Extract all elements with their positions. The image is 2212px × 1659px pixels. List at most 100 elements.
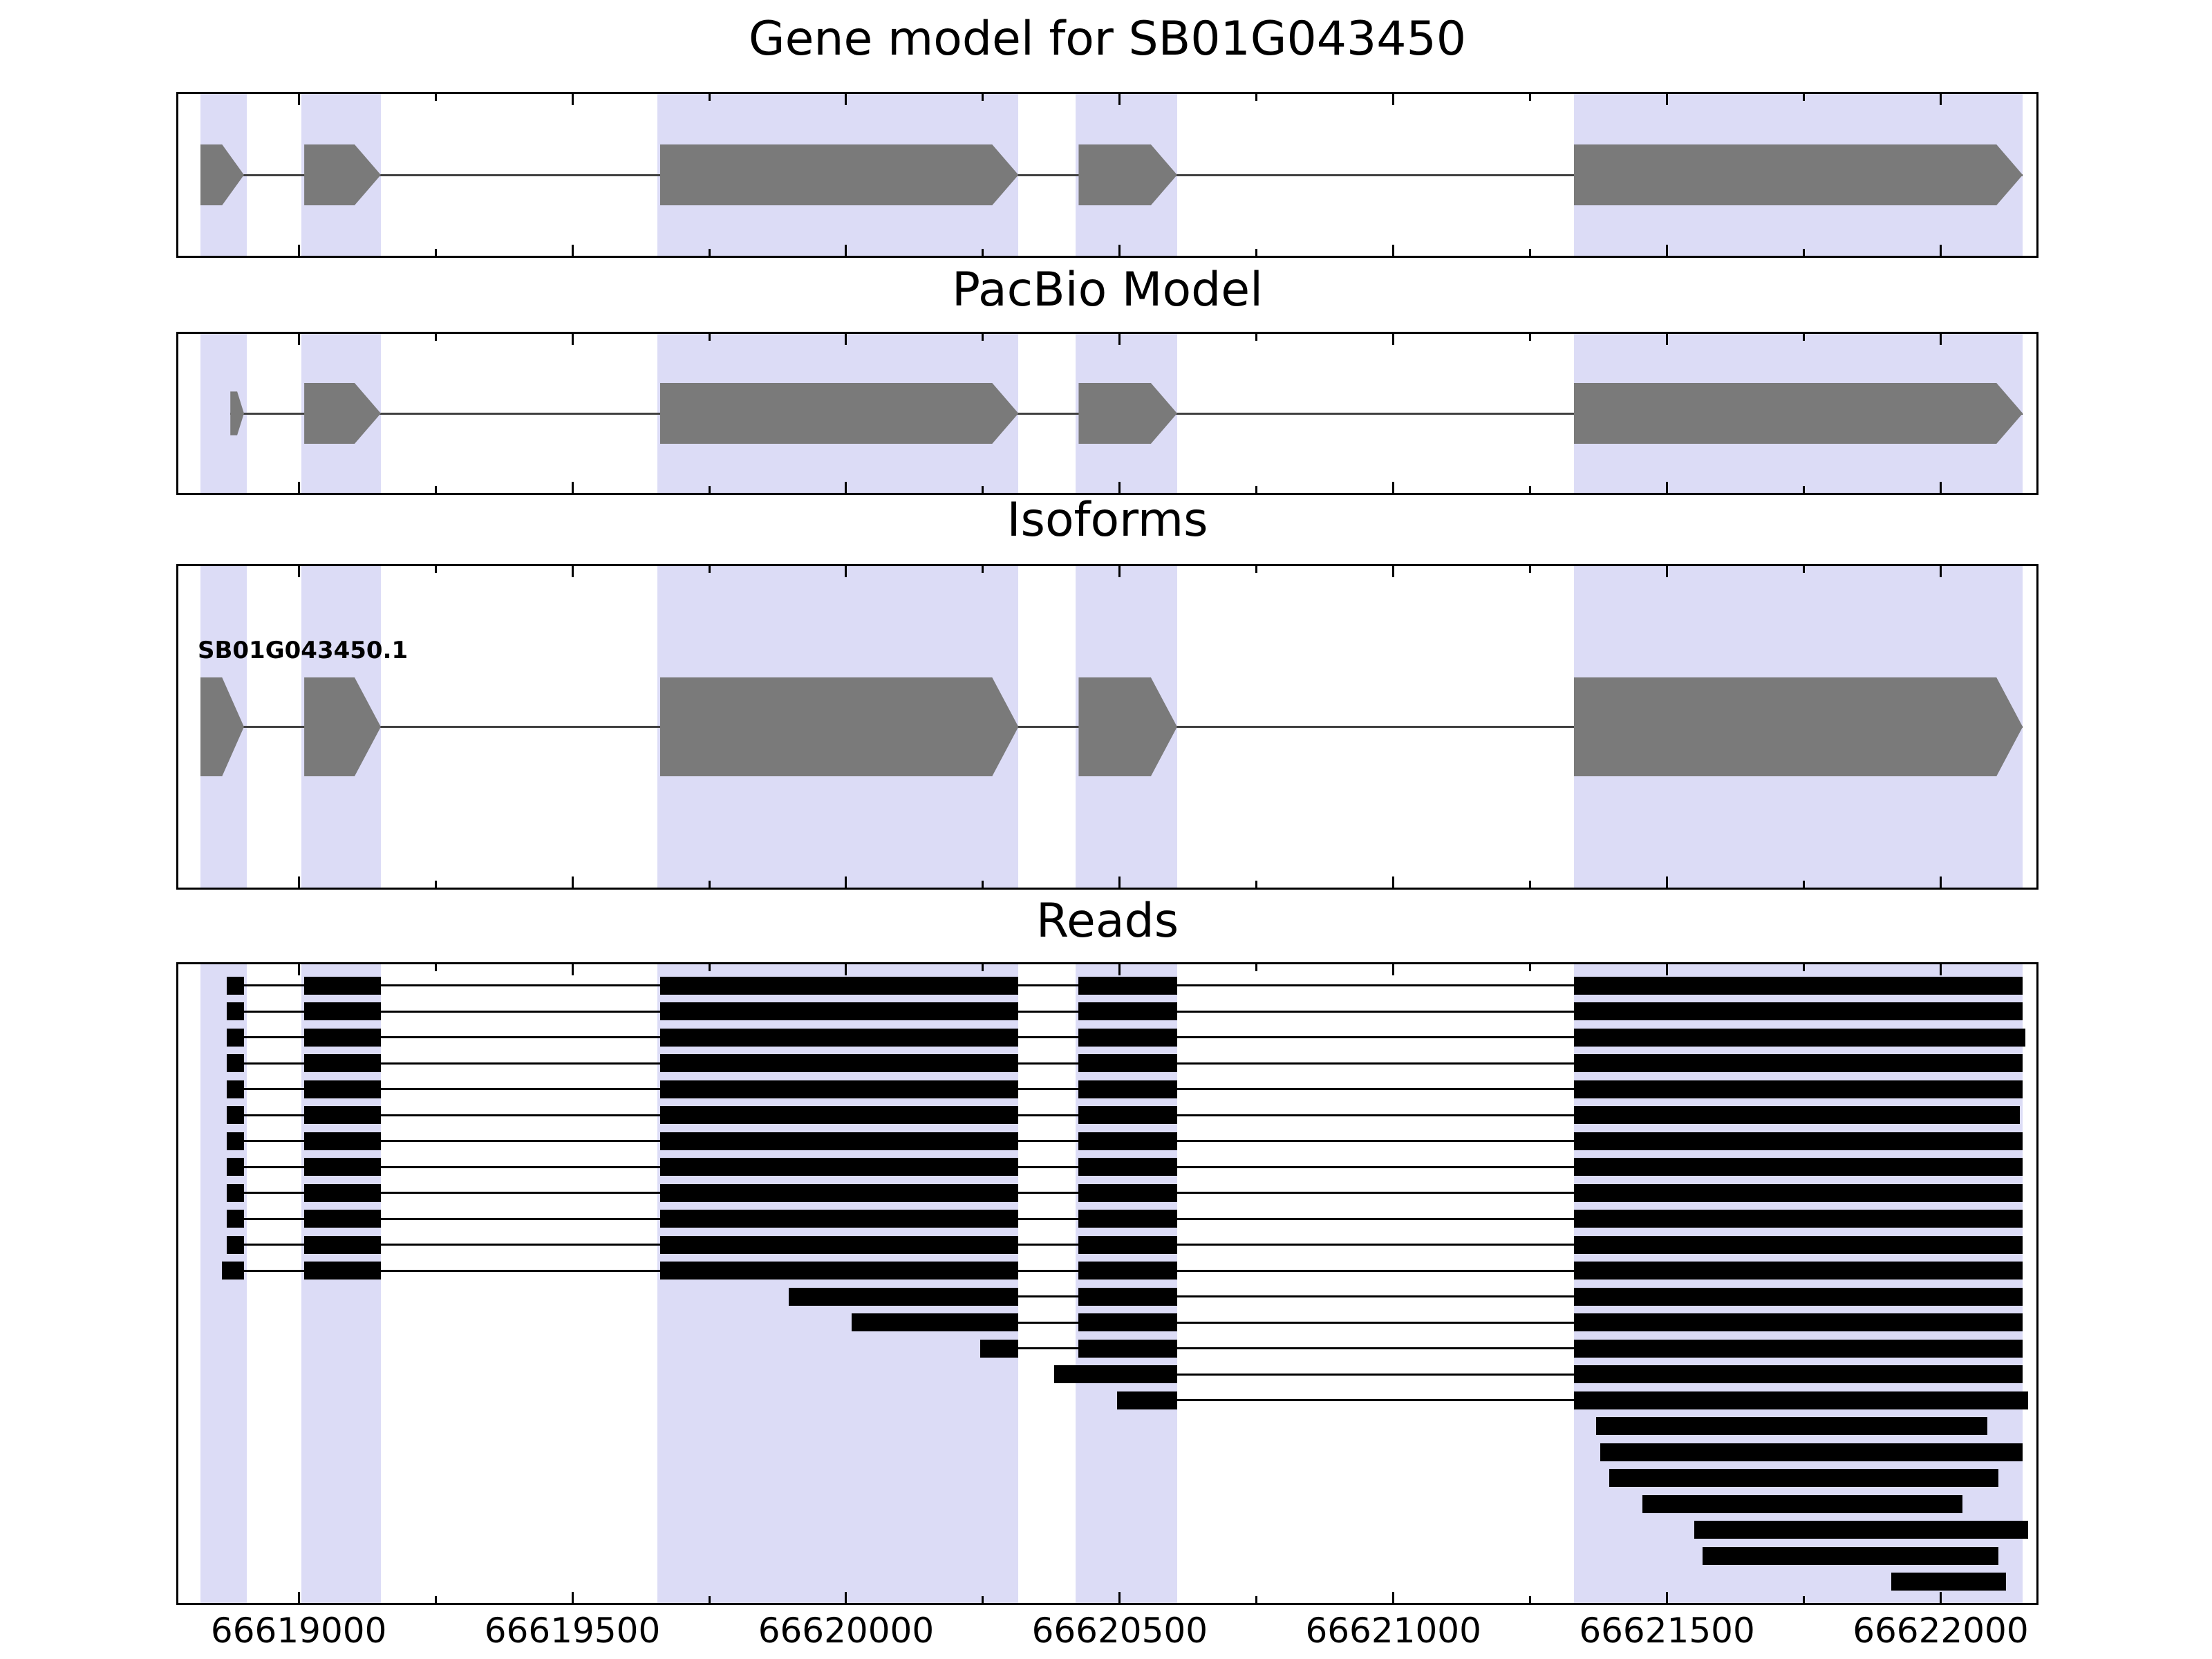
read-block <box>659 1106 1019 1125</box>
major-tick-mark <box>1939 964 1942 975</box>
read-block <box>1116 1391 1177 1409</box>
major-tick-mark <box>297 245 300 256</box>
minor-tick-mark <box>1529 881 1532 888</box>
major-tick-mark <box>1118 482 1121 493</box>
minor-tick-mark <box>1255 486 1258 493</box>
exon-arrow <box>660 144 1019 205</box>
read-block <box>226 1106 244 1125</box>
read-block <box>226 1132 244 1150</box>
minor-tick-mark <box>982 964 984 971</box>
major-tick-mark <box>1392 334 1395 345</box>
x-axis-tick-label: 66620000 <box>758 1611 935 1651</box>
major-tick-mark <box>1939 334 1942 345</box>
minor-tick-mark <box>708 334 711 341</box>
major-tick-mark <box>845 245 847 256</box>
major-tick-mark <box>297 964 300 975</box>
minor-tick-mark <box>434 486 437 493</box>
read-block <box>1595 1417 1987 1436</box>
read-block <box>659 1054 1019 1073</box>
read-block <box>1573 1313 2023 1332</box>
major-tick-mark <box>1392 482 1395 493</box>
read-block <box>1078 1262 1177 1280</box>
minor-tick-mark <box>1803 249 1805 256</box>
major-tick-mark <box>297 482 300 493</box>
read-block <box>304 1002 381 1021</box>
isoforms-panel: SB01G043450.1 <box>176 564 2038 890</box>
read-block <box>659 1262 1019 1280</box>
minor-tick-mark <box>1255 334 1258 341</box>
panel-title-pacbio: PacBio Model <box>952 263 1263 317</box>
exon-arrow <box>660 677 1019 776</box>
major-tick-mark <box>1392 94 1395 105</box>
minor-tick-mark <box>1803 94 1805 101</box>
minor-tick-mark <box>982 881 984 888</box>
major-tick-mark <box>571 566 574 577</box>
read-block <box>226 1028 244 1047</box>
major-tick-mark <box>1392 964 1395 975</box>
read-block <box>304 976 381 995</box>
read-block <box>1573 1002 2023 1021</box>
exon-arrow <box>1574 677 2023 776</box>
read-span-line <box>1053 1373 2023 1376</box>
major-tick-mark <box>1118 964 1121 975</box>
minor-tick-mark <box>434 566 437 573</box>
minor-tick-mark <box>982 1596 984 1603</box>
read-block <box>1078 1158 1177 1177</box>
read-block <box>1703 1546 1998 1565</box>
read-block <box>1573 1106 2021 1125</box>
major-tick-mark <box>571 482 574 493</box>
major-tick-mark <box>1939 482 1942 493</box>
major-tick-mark <box>1666 877 1669 888</box>
major-tick-mark <box>1392 877 1395 888</box>
isoform-label: SB01G043450.1 <box>198 637 409 664</box>
exon-arrow <box>1574 144 2023 205</box>
minor-tick-mark <box>434 249 437 256</box>
read-block <box>1078 1287 1177 1306</box>
major-tick-mark <box>1118 566 1121 577</box>
minor-tick-mark <box>1529 249 1532 256</box>
read-block <box>659 1210 1019 1228</box>
minor-tick-mark <box>982 334 984 341</box>
read-block <box>1078 1002 1177 1021</box>
read-block <box>1078 1028 1177 1047</box>
read-block <box>1573 1183 2023 1202</box>
minor-tick-mark <box>708 881 711 888</box>
read-span-line <box>1116 1399 2029 1402</box>
read-block <box>1573 1210 2023 1228</box>
panel-title-isoforms: Isoforms <box>1006 493 1208 547</box>
minor-tick-mark <box>982 486 984 493</box>
minor-tick-mark <box>1529 964 1532 971</box>
read-block <box>226 1080 244 1098</box>
major-tick-mark <box>1392 566 1395 577</box>
minor-tick-mark <box>1803 881 1805 888</box>
read-block <box>788 1287 1019 1306</box>
major-tick-mark <box>1666 482 1669 493</box>
read-block <box>1573 1339 2023 1358</box>
major-tick-mark <box>845 1592 847 1603</box>
read-block <box>659 1235 1019 1254</box>
minor-tick-mark <box>1255 881 1258 888</box>
major-tick-mark <box>1392 1592 1395 1603</box>
major-tick-mark <box>297 334 300 345</box>
major-tick-mark <box>1392 245 1395 256</box>
read-block <box>304 1080 381 1098</box>
major-tick-mark <box>571 334 574 345</box>
major-tick-mark <box>1118 1592 1121 1603</box>
minor-tick-mark <box>1803 1596 1805 1603</box>
read-block <box>226 976 244 995</box>
read-block <box>1573 976 2023 995</box>
x-axis-tick-label: 66619000 <box>210 1611 387 1651</box>
minor-tick-mark <box>1529 566 1532 573</box>
major-tick-mark <box>1666 334 1669 345</box>
major-tick-mark <box>1939 245 1942 256</box>
read-block <box>1573 1365 2023 1384</box>
major-tick-mark <box>297 94 300 105</box>
read-block <box>659 1183 1019 1202</box>
major-tick-mark <box>1666 245 1669 256</box>
major-tick-mark <box>1939 1592 1942 1603</box>
x-axis-tick-label: 66620500 <box>1031 1611 1208 1651</box>
read-block <box>1573 1158 2023 1177</box>
major-tick-mark <box>1939 566 1942 577</box>
read-block <box>1694 1521 2029 1539</box>
